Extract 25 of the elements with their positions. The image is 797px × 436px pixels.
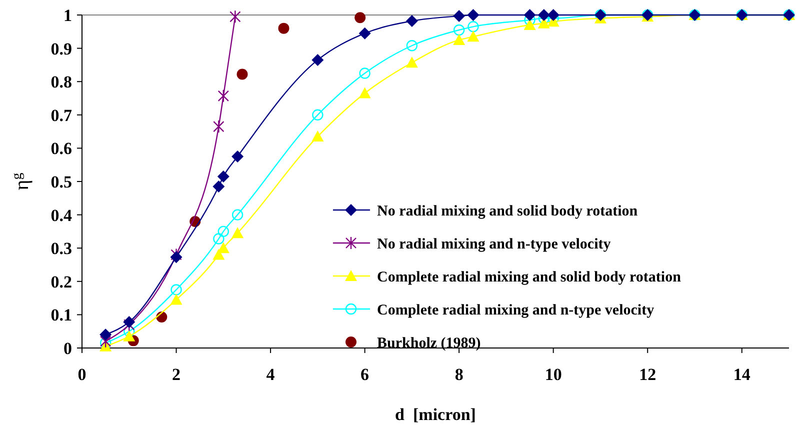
x-tick-label: 8 bbox=[454, 365, 464, 384]
y-tick-label: 0 bbox=[64, 338, 72, 358]
y-tick-label: 0.7 bbox=[50, 106, 72, 125]
y-tick-label: 1 bbox=[64, 6, 72, 25]
y-tick-label: 0.5 bbox=[50, 172, 72, 192]
legend-label: Complete radial mixing and solid body rotation bbox=[377, 269, 682, 286]
legend-label: No radial mixing and n-type velocity bbox=[377, 236, 612, 252]
legend-label: Burkholz (1989) bbox=[377, 335, 481, 352]
x-tick-label: 10 bbox=[544, 365, 562, 384]
x-tick-label: 2 bbox=[172, 365, 181, 384]
legend-label: No radial mixing and solid body rotation bbox=[377, 203, 638, 220]
x-tick-label: 0 bbox=[78, 365, 86, 384]
y-tick-label: 0.8 bbox=[50, 72, 72, 92]
x-tick-label: 14 bbox=[733, 365, 751, 384]
x-tick-label: 12 bbox=[639, 365, 656, 384]
y-tick-label: 0.6 bbox=[50, 139, 72, 158]
y-tick-label: 0.4 bbox=[50, 206, 72, 225]
x-tick-label: 6 bbox=[360, 365, 370, 384]
x-axis-title: d [micron] bbox=[395, 405, 476, 424]
y-tick-label: 0.2 bbox=[50, 272, 72, 292]
y-tick-label: 0.3 bbox=[50, 239, 72, 258]
y-tick-label: 0.9 bbox=[50, 39, 72, 58]
legend-label: Complete radial mixing and n-type velocity bbox=[377, 302, 655, 318]
x-tick-label: 4 bbox=[266, 365, 276, 384]
y-tick-label: 0.1 bbox=[50, 306, 72, 325]
